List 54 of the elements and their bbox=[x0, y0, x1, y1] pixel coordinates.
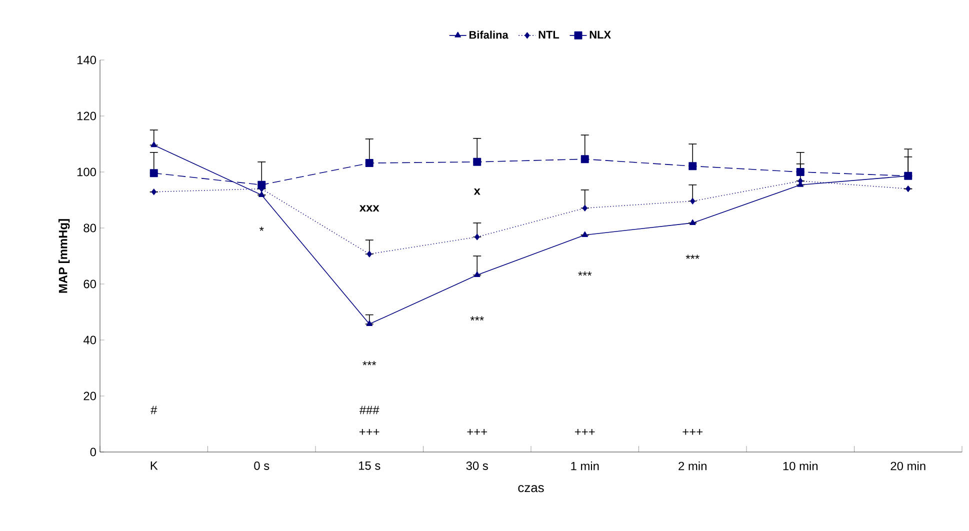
annotation: +++ bbox=[467, 428, 488, 435]
legend-label: Bifalina bbox=[469, 30, 508, 39]
point bbox=[366, 250, 372, 258]
y-tick-label: 60 bbox=[84, 280, 96, 288]
annotation: xxx bbox=[359, 205, 380, 212]
annotation: x bbox=[474, 188, 480, 195]
y-tick-label: 20 bbox=[84, 392, 96, 400]
point bbox=[904, 172, 912, 180]
point bbox=[258, 180, 266, 189]
x-tick-label: K bbox=[150, 462, 158, 470]
annotation: * bbox=[259, 226, 264, 231]
x-tick-label: 0 s bbox=[254, 462, 270, 470]
point bbox=[473, 158, 482, 166]
y-tick-label: 120 bbox=[77, 112, 96, 120]
point bbox=[474, 234, 480, 240]
x-tick-label: 30 s bbox=[466, 462, 488, 470]
legend-label: NLX bbox=[590, 30, 611, 38]
point bbox=[906, 186, 911, 192]
point bbox=[150, 142, 158, 148]
annotation: # bbox=[150, 406, 158, 414]
y-tick-label: 40 bbox=[83, 336, 96, 344]
point bbox=[690, 198, 696, 204]
point bbox=[580, 155, 589, 164]
x-tick-label: 20 min bbox=[890, 462, 926, 470]
x-tick-label: 2 min bbox=[678, 462, 706, 470]
legend-label: NTL bbox=[538, 30, 560, 38]
x-axis-title: czas bbox=[518, 485, 544, 492]
y-axis-title: MAP [mmHg] bbox=[58, 219, 70, 293]
annotation: +++ bbox=[682, 428, 703, 435]
point bbox=[258, 191, 265, 197]
point bbox=[582, 231, 588, 237]
point bbox=[151, 188, 156, 196]
x-tick-label: 10 min bbox=[783, 462, 818, 470]
annotation: *** bbox=[362, 361, 376, 366]
y-tick-label: 0 bbox=[90, 448, 96, 456]
annotation: *** bbox=[578, 271, 592, 276]
x-tick-label: 1 min bbox=[571, 462, 599, 470]
point bbox=[688, 162, 697, 170]
y-tick-label: 80 bbox=[84, 224, 96, 232]
annotation: ### bbox=[359, 406, 380, 414]
point bbox=[150, 169, 158, 178]
annotation: +++ bbox=[359, 428, 380, 435]
annotation: *** bbox=[470, 316, 484, 320]
point bbox=[689, 219, 696, 225]
annotation: *** bbox=[686, 254, 700, 259]
y-tick-label: 100 bbox=[77, 168, 96, 176]
y-tick-label: 140 bbox=[77, 56, 96, 64]
point bbox=[796, 168, 804, 176]
annotation: +++ bbox=[574, 428, 595, 435]
point bbox=[365, 159, 374, 168]
x-tick-label: 15 s bbox=[358, 462, 380, 470]
point bbox=[366, 320, 373, 326]
point bbox=[474, 271, 480, 278]
point bbox=[582, 204, 588, 212]
